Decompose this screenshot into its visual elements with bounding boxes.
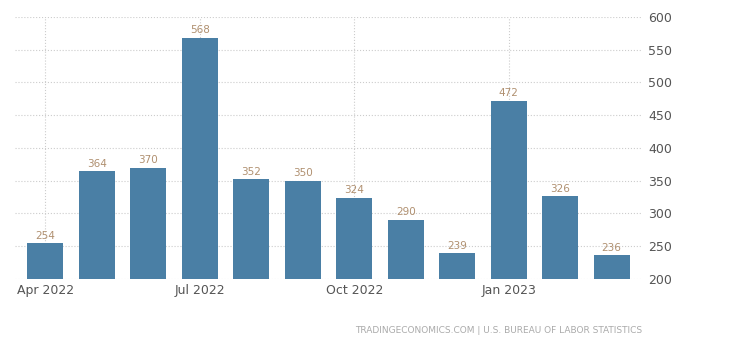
Text: 364: 364 — [87, 159, 107, 169]
Text: 324: 324 — [345, 185, 364, 195]
Bar — [439, 253, 475, 279]
Text: 350: 350 — [293, 168, 312, 178]
Bar — [79, 171, 115, 279]
Bar — [593, 255, 629, 279]
Bar — [388, 220, 423, 279]
Bar — [542, 196, 578, 279]
Text: 568: 568 — [190, 25, 210, 35]
Bar — [337, 198, 372, 279]
Text: 239: 239 — [447, 241, 467, 251]
Text: 236: 236 — [602, 243, 621, 253]
Bar — [491, 101, 526, 279]
Text: 472: 472 — [499, 88, 518, 98]
Text: 326: 326 — [550, 184, 570, 194]
Bar — [285, 181, 320, 279]
Text: TRADINGECONOMICS.COM | U.S. BUREAU OF LABOR STATISTICS: TRADINGECONOMICS.COM | U.S. BUREAU OF LA… — [356, 326, 642, 335]
Bar — [234, 179, 269, 279]
Bar — [182, 38, 218, 279]
Bar — [28, 243, 64, 279]
Text: 352: 352 — [242, 167, 261, 177]
Bar — [131, 168, 166, 279]
Text: 290: 290 — [396, 207, 415, 217]
Text: 370: 370 — [139, 155, 158, 165]
Text: 254: 254 — [36, 231, 55, 241]
